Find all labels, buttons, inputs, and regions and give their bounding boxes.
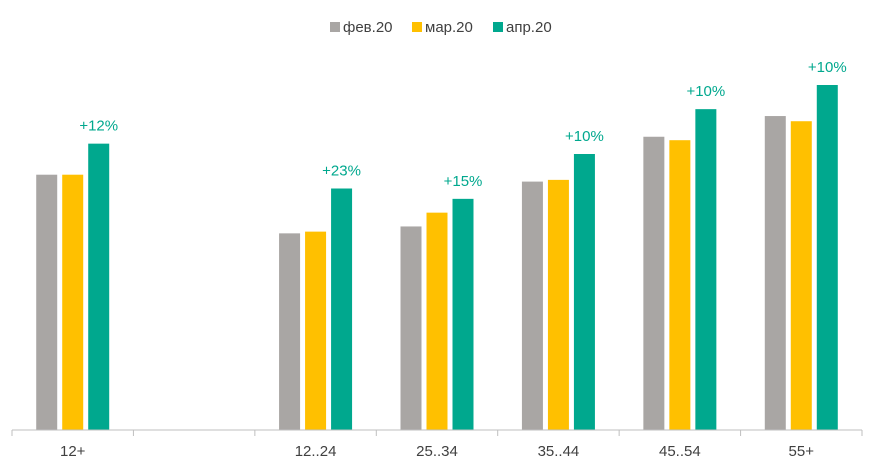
bar-35..44-series-0: [521, 181, 543, 430]
bar-45..54-series-1: [669, 140, 691, 430]
legend: фев.20 мар.20 апр.20: [330, 19, 552, 36]
legend-swatch: [412, 22, 422, 32]
bar-12..24-series-0: [279, 233, 301, 430]
legend-swatch: [493, 22, 503, 32]
x-tick-label: 45..54: [659, 443, 701, 460]
data-label: +10%: [808, 59, 847, 76]
legend-label: фев.20: [343, 19, 393, 36]
bar-12..24-series-1: [305, 231, 327, 430]
bar-35..44-series-1: [547, 179, 569, 430]
bar-55+-series-2: [816, 85, 838, 430]
data-label: +10%: [565, 128, 604, 145]
x-tick-marks: [11, 430, 863, 436]
data-label: +23%: [322, 163, 361, 180]
bar-25..34-series-1: [426, 212, 448, 430]
legend-label: апр.20: [506, 19, 552, 36]
x-tick-label: 35..44: [538, 443, 580, 460]
bar-45..54-series-0: [643, 136, 665, 430]
x-tick-label: 55+: [789, 443, 815, 460]
legend-label: мар.20: [425, 19, 473, 36]
bar-55+-series-1: [790, 121, 812, 430]
bar-55+-series-0: [764, 116, 786, 431]
bar-12+-series-2: [88, 143, 110, 430]
data-labels: +12% +23% +15% +10% +10% +10%: [79, 59, 846, 190]
x-tick-label: 25..34: [416, 443, 458, 460]
bar-12+-series-0: [36, 174, 58, 430]
bar-45..54-series-2: [695, 109, 717, 431]
legend-swatch: [330, 22, 340, 32]
bar-25..34-series-2: [452, 198, 474, 430]
data-label: +10%: [686, 83, 725, 100]
bar-25..34-series-0: [400, 226, 422, 430]
bar-35..44-series-2: [573, 154, 595, 430]
bar-12+-series-1: [62, 174, 84, 430]
bars: [36, 85, 838, 431]
bar-12..24-series-2: [331, 188, 353, 430]
x-tick-label: 12..24: [295, 443, 337, 460]
x-tick-labels: 12+ 12..24 25..34 35..44 45..54 55+: [60, 443, 814, 460]
data-label: +12%: [79, 118, 118, 135]
data-label: +15%: [444, 173, 483, 190]
x-tick-label: 12+: [60, 443, 86, 460]
